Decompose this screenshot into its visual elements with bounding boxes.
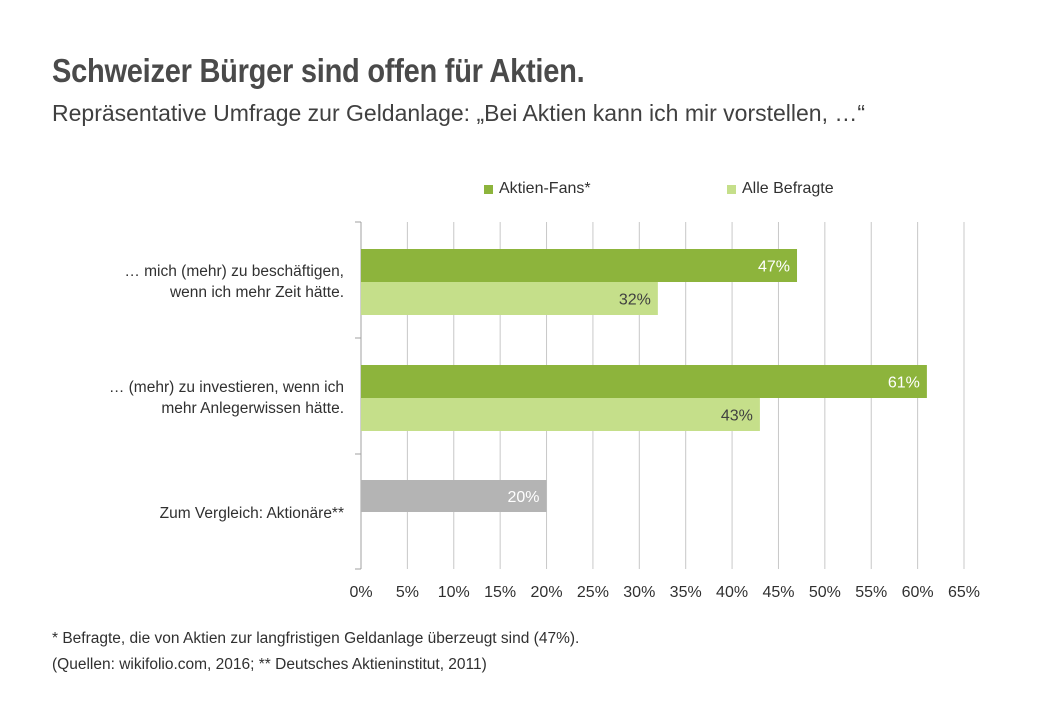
legend-item-fans: Aktien-Fans*: [484, 180, 591, 198]
category-label-1: … mich (mehr) zu beschäftigen, wenn ich …: [24, 261, 344, 303]
legend-swatch-fans: [484, 184, 493, 194]
footnote-definition: * Befragte, die von Aktien zur langfrist…: [52, 630, 580, 647]
data-label: 20%: [508, 489, 540, 506]
x-tick-label: 40%: [716, 584, 748, 601]
bar: [361, 365, 927, 398]
data-label: 43%: [721, 408, 753, 425]
legend-swatch-all: [727, 184, 736, 194]
x-tick-label: 65%: [948, 584, 980, 601]
x-tick-label: 25%: [577, 584, 609, 601]
category-label-1-line1: … mich (mehr) zu beschäftigen,: [124, 263, 344, 280]
x-tick-label: 60%: [902, 584, 934, 601]
category-label-2-line2: mehr Anlegerwissen hätte.: [161, 400, 344, 417]
legend-label-fans: Aktien-Fans*: [499, 180, 591, 197]
x-tick-label: 10%: [438, 584, 470, 601]
data-label: 61%: [888, 375, 920, 392]
category-label-1-line2: wenn ich mehr Zeit hätte.: [169, 284, 344, 301]
x-tick-label: 5%: [396, 584, 419, 601]
x-tick-label: 15%: [484, 584, 516, 601]
bar: [361, 480, 547, 512]
category-label-3: Zum Vergleich: Aktionäre**: [24, 503, 344, 524]
category-label-2: … (mehr) zu investieren, wenn ich mehr A…: [24, 377, 344, 419]
category-label-3-line1: Zum Vergleich: Aktionäre**: [159, 505, 344, 522]
bar: [361, 398, 760, 431]
x-tick-label: 20%: [531, 584, 563, 601]
data-label: 47%: [758, 259, 790, 276]
category-label-2-line1: … (mehr) zu investieren, wenn ich: [108, 379, 344, 396]
bar: [361, 249, 798, 282]
chart-title: Schweizer Bürger sind offen für Aktien.: [52, 52, 585, 89]
x-tick-label: 30%: [623, 584, 655, 601]
x-tick-label: 45%: [762, 584, 794, 601]
x-tick-label: 50%: [809, 584, 841, 601]
data-label: 32%: [619, 292, 651, 309]
bar: [361, 282, 658, 315]
footnote-sources: (Quellen: wikifolio.com, 2016; ** Deutsc…: [52, 656, 487, 673]
legend-label-all: Alle Befragte: [742, 180, 834, 197]
x-tick-label: 55%: [855, 584, 887, 601]
legend-item-all: Alle Befragte: [727, 180, 834, 198]
bar-chart: 0% 5% 10% 15% 20% 25% 30% 35% 40% 45% 50% 55% 60% 65%…: [349, 221, 980, 601]
x-tick-label: 35%: [670, 584, 702, 601]
chart-subtitle: Repräsentative Umfrage zur Geldanlage: „…: [52, 100, 866, 126]
x-tick-label: 0%: [349, 584, 372, 601]
legend: Aktien-Fans* Alle Befragte: [0, 180, 1040, 200]
